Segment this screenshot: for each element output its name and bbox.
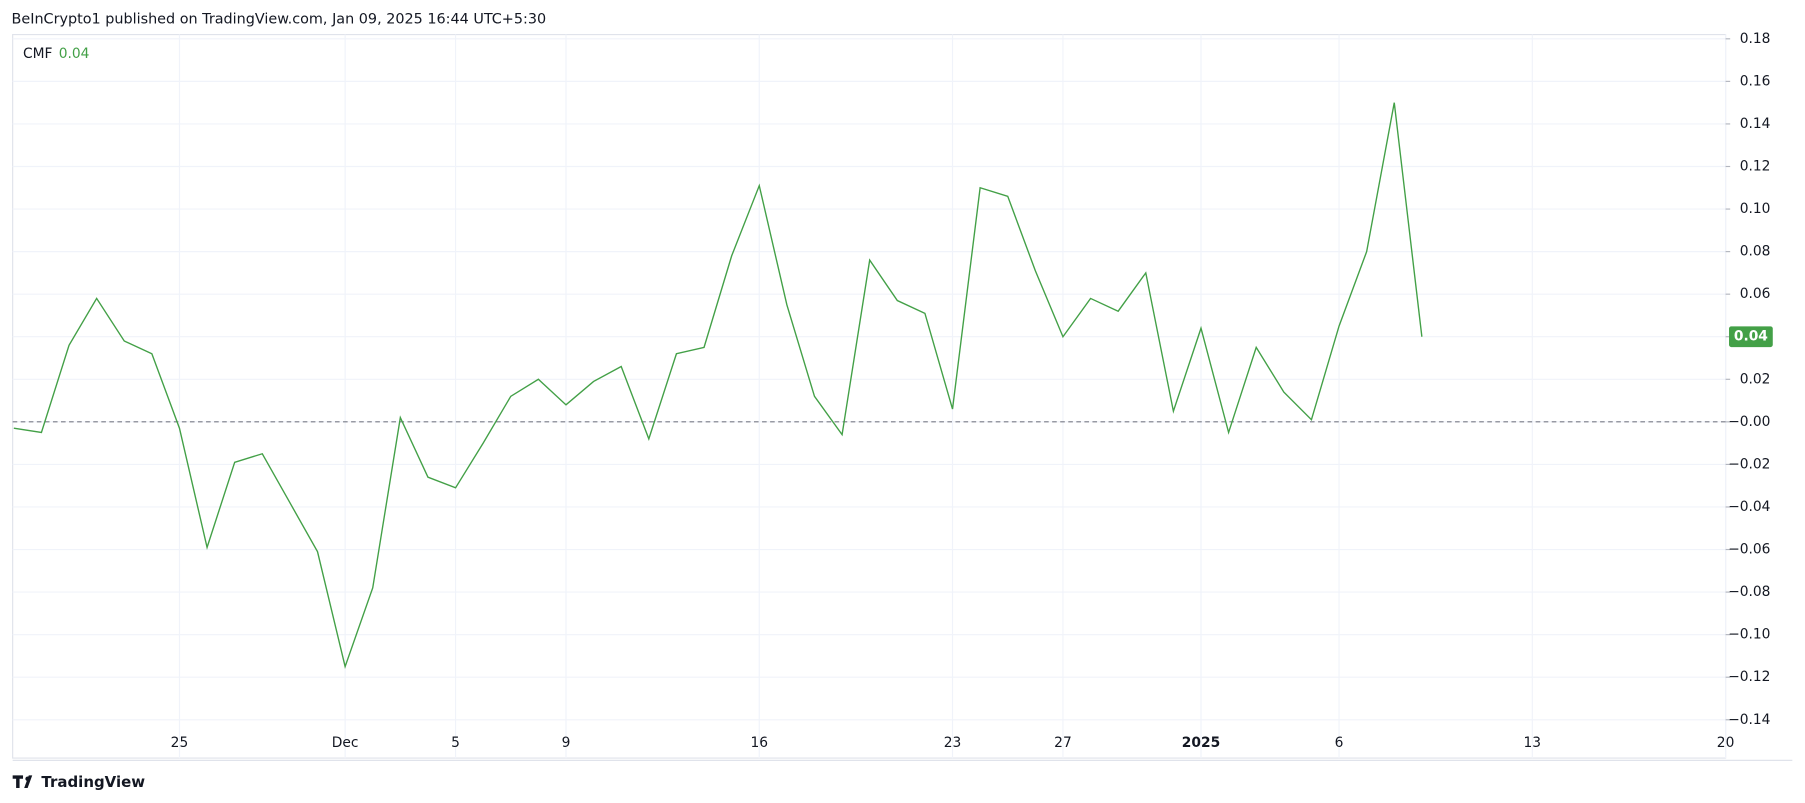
x-tick-label: 6 bbox=[1335, 735, 1344, 751]
y-tick-label: 0.16 bbox=[1740, 73, 1771, 89]
grid bbox=[12, 34, 1727, 759]
x-tick-label: 5 bbox=[451, 735, 460, 751]
footer-logo bbox=[12, 775, 33, 789]
y-tick-label: 0.02 bbox=[1740, 371, 1771, 387]
y-tick-label: −0.06 bbox=[1728, 542, 1770, 558]
header-text: BeInCrypto1 published on TradingView.com… bbox=[12, 12, 547, 28]
y-tick-label: −0.00 bbox=[1728, 414, 1770, 430]
y-tick-label: 0.18 bbox=[1740, 31, 1771, 47]
y-tick-label: −0.02 bbox=[1728, 456, 1770, 472]
x-tick-label: 27 bbox=[1054, 735, 1072, 751]
x-tick-label: Dec bbox=[332, 735, 359, 751]
cmf-line bbox=[13, 102, 1423, 670]
x-tick-label: 20 bbox=[1717, 735, 1735, 751]
last-value-badge bbox=[1729, 326, 1773, 348]
y-tick-label: 0.10 bbox=[1740, 201, 1771, 217]
x-tick-label: 25 bbox=[171, 735, 189, 751]
y-tick-label: 0.14 bbox=[1740, 116, 1771, 132]
y-tick-label: 0.06 bbox=[1740, 286, 1771, 302]
legend-value: 0.04 bbox=[59, 46, 90, 62]
x-tick-label: 16 bbox=[750, 735, 768, 751]
x-tick-label: 23 bbox=[944, 735, 962, 751]
y-tick-label: −0.12 bbox=[1728, 669, 1770, 685]
y-tick-label: 0.08 bbox=[1740, 244, 1771, 260]
y-tick-label: 0.12 bbox=[1740, 158, 1771, 174]
x-tick-label: 9 bbox=[562, 735, 571, 751]
last-value-label: 0.04 bbox=[1734, 329, 1768, 345]
y-tick-label: −0.08 bbox=[1728, 584, 1770, 600]
legend-name: CMF bbox=[23, 46, 53, 62]
y-tick-label: −0.10 bbox=[1728, 627, 1770, 643]
x-tick-label: 2025 bbox=[1182, 735, 1220, 751]
x-tick-label: 13 bbox=[1524, 735, 1542, 751]
y-tick-label: −0.14 bbox=[1728, 712, 1770, 728]
y-tick-label: −0.04 bbox=[1728, 499, 1770, 515]
plot bbox=[12, 102, 1726, 670]
footer-brand: TradingView bbox=[41, 773, 145, 791]
